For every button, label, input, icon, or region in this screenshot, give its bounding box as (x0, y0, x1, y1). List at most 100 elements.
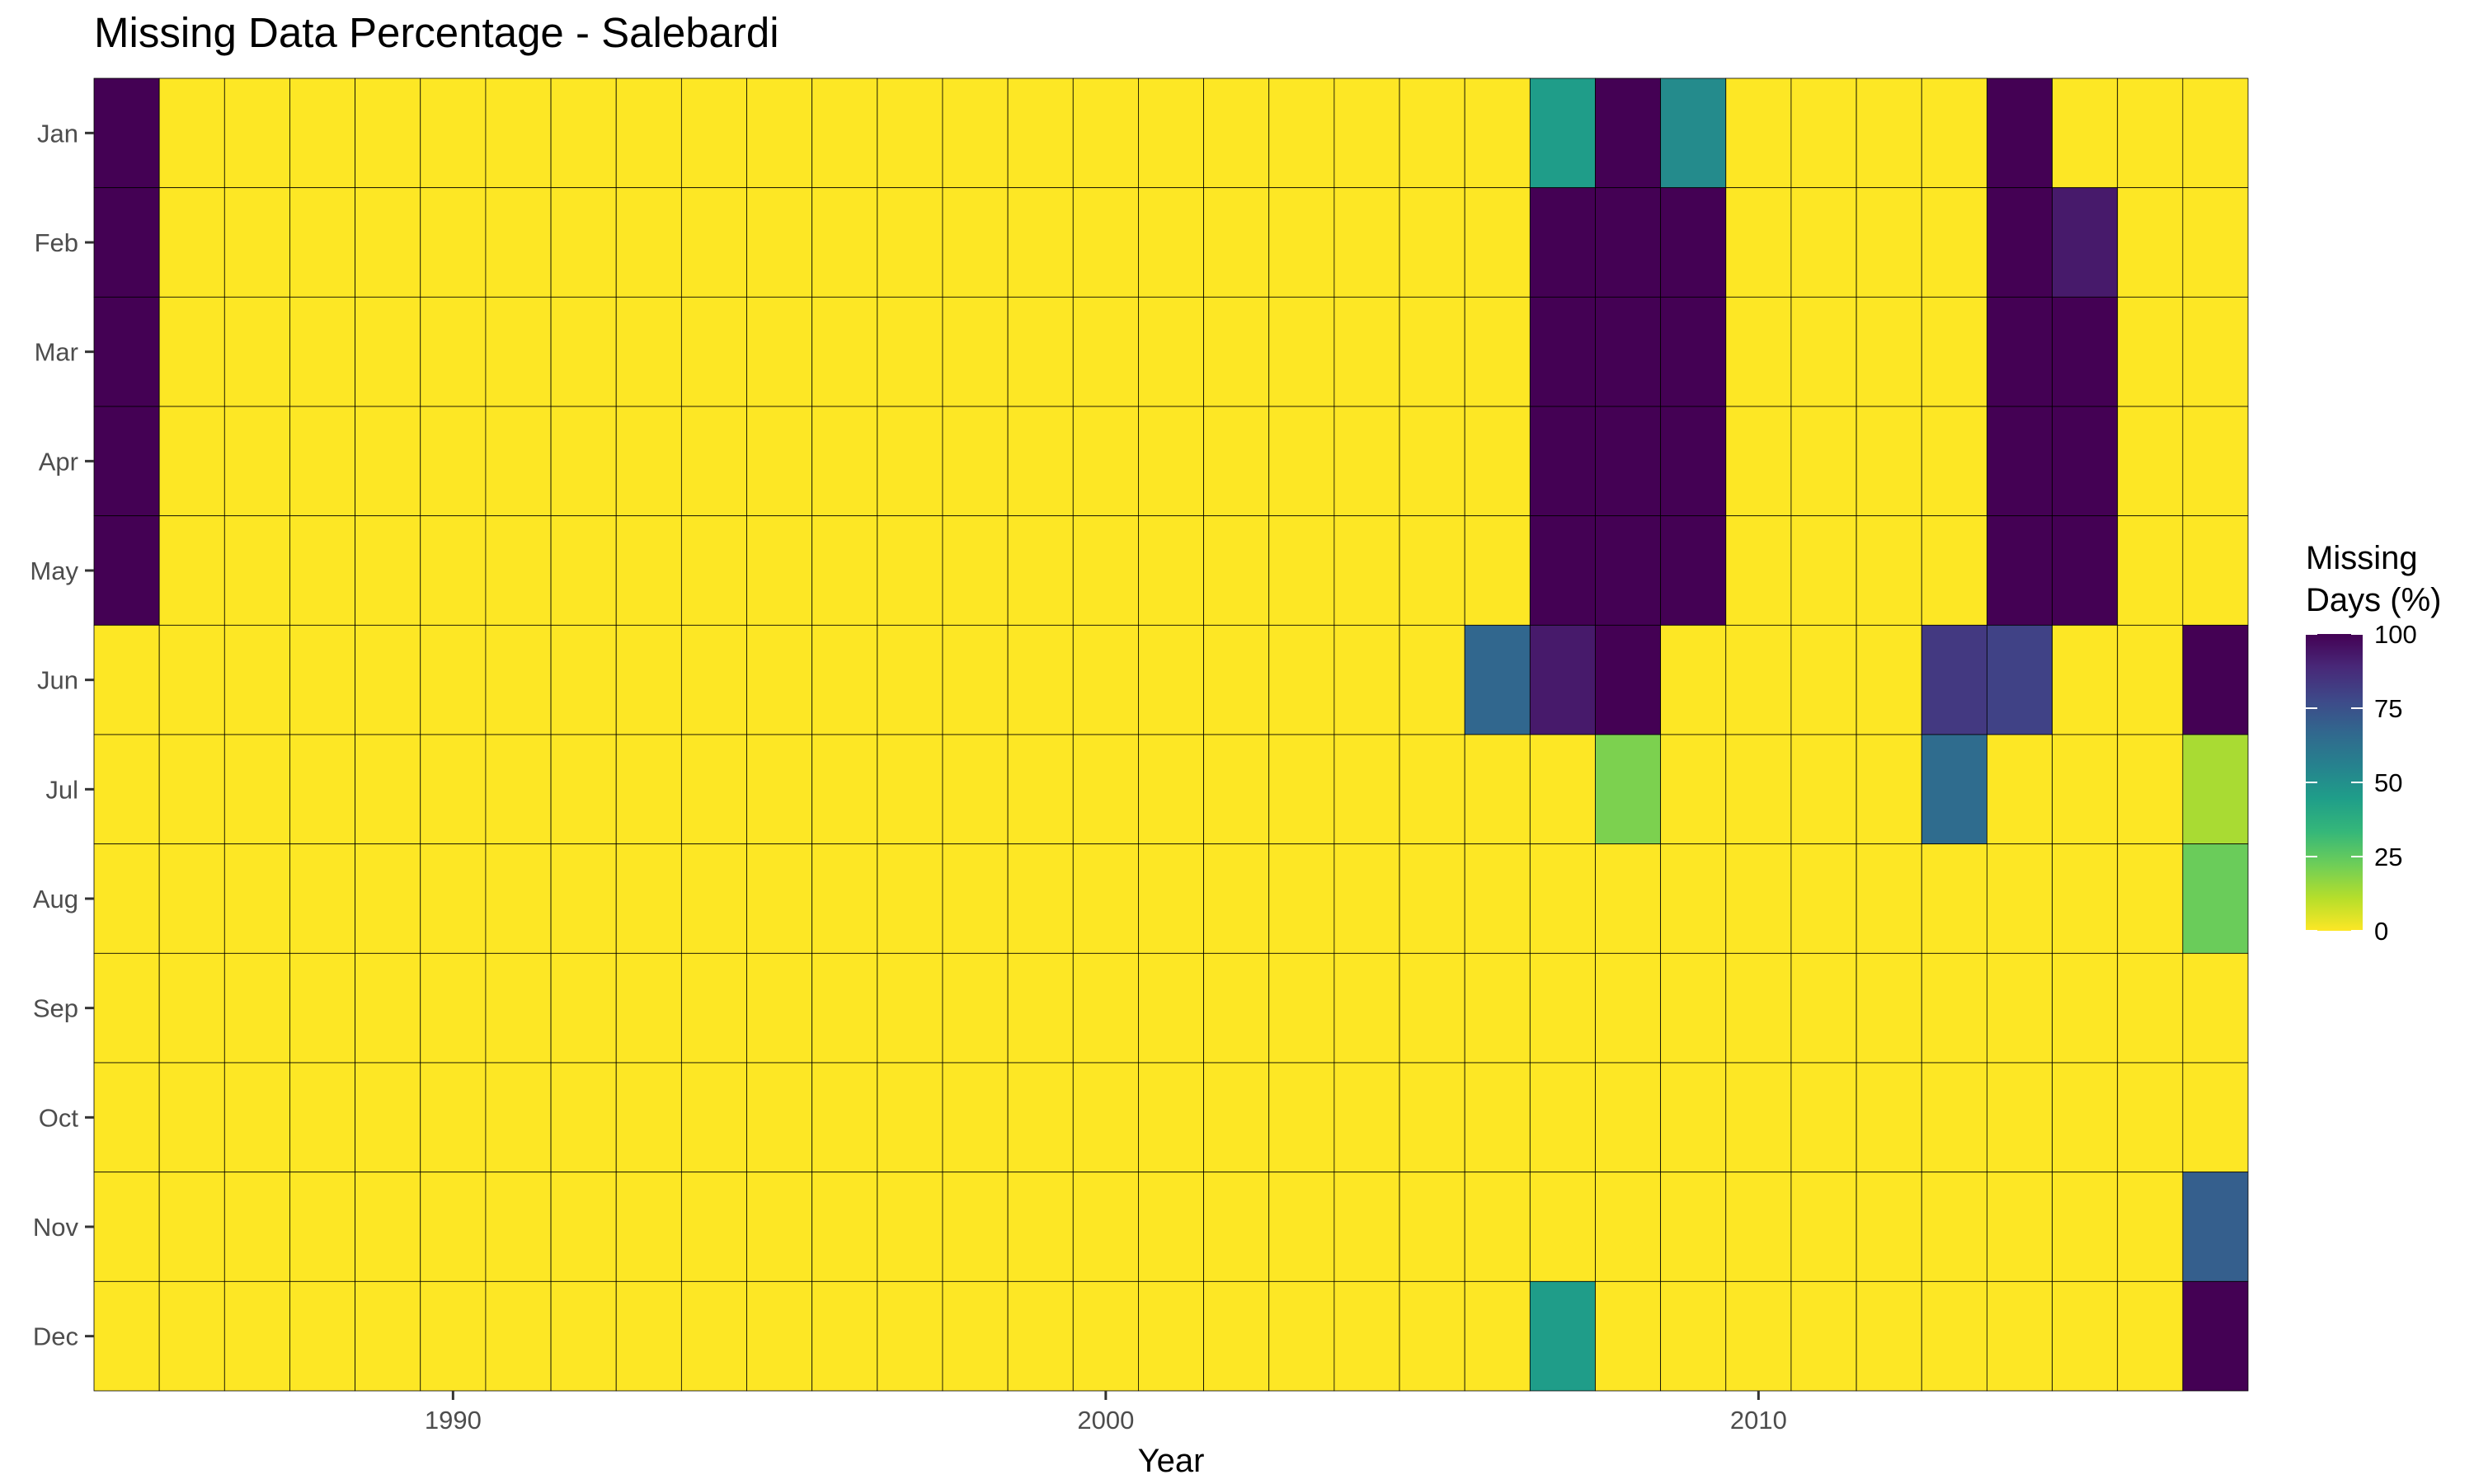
heatmap-cell (223, 843, 290, 954)
heatmap-cell (1986, 734, 2053, 845)
heatmap-cell (158, 515, 225, 626)
colorbar-legend: Missing Days (%) 0 25 50 75 100 (2306, 540, 2441, 946)
heatmap-cell (93, 406, 160, 517)
heatmap-cell (811, 843, 878, 954)
heatmap-cell (811, 187, 878, 298)
heatmap-cell (1268, 187, 1335, 298)
heatmap-cell (289, 77, 356, 189)
heatmap-cell (1399, 187, 1465, 298)
heatmap-cell (2052, 1172, 2119, 1282)
heatmap-cell (942, 624, 1009, 735)
heatmap-cell (1203, 624, 1270, 735)
heatmap-cell (2052, 843, 2119, 954)
heatmap-cell (877, 406, 943, 517)
heatmap-cell (1464, 515, 1531, 626)
heatmap-cell (680, 187, 747, 298)
heatmap-cell (223, 952, 290, 1064)
heatmap-cell (1529, 515, 1596, 626)
heatmap-cell (942, 406, 1009, 517)
heatmap-cell (550, 1280, 617, 1392)
heatmap-cell (1725, 1062, 1792, 1173)
heatmap-cell (1072, 406, 1139, 517)
legend-title: Days (%) (2306, 582, 2441, 618)
heatmap-cell (420, 1172, 487, 1282)
heatmap-cell (2117, 734, 2184, 845)
heatmap-cell (1007, 624, 1074, 735)
heatmap-cell (550, 515, 617, 626)
heatmap-cell (1725, 734, 1792, 845)
heatmap-cell (877, 187, 943, 298)
heatmap-cell (1595, 952, 1662, 1064)
heatmap-cell (2052, 406, 2119, 517)
heatmap-cell (1399, 624, 1465, 735)
heatmap-cell (2182, 296, 2249, 407)
heatmap-cell (746, 406, 813, 517)
heatmap-cell (1529, 1280, 1596, 1392)
heatmap-cell (1660, 952, 1727, 1064)
heatmap-cell (1986, 515, 2053, 626)
heatmap-cell (1921, 296, 1987, 407)
heatmap-cell (877, 1172, 943, 1282)
heatmap-cell (93, 515, 160, 626)
heatmap-cell (1921, 843, 1987, 954)
colorbar-tick-label: 50 (2374, 768, 2402, 797)
heatmap-cell (1986, 624, 2053, 735)
heatmap-cell (877, 296, 943, 407)
heatmap-cell (746, 843, 813, 954)
heatmap-cell (1660, 515, 1727, 626)
heatmap-cell (223, 406, 290, 517)
heatmap-cell (1007, 1172, 1074, 1282)
heatmap-cell (1138, 515, 1204, 626)
heatmap-cell (289, 843, 356, 954)
heatmap-cell (811, 296, 878, 407)
y-tick-label: May (30, 556, 78, 585)
heatmap-cell (1333, 1280, 1400, 1392)
y-tick-label: Jun (37, 666, 78, 695)
heatmap-cell (289, 624, 356, 735)
heatmap-cell (355, 296, 421, 407)
heatmap-cell (1856, 296, 1922, 407)
heatmap-cell (1203, 1062, 1270, 1173)
y-tick-label: Jan (37, 119, 78, 148)
heatmap-cell (355, 1172, 421, 1282)
heatmap-cell (2182, 1062, 2249, 1173)
heatmap-cell (1790, 406, 1857, 517)
heatmap-cell (93, 296, 160, 407)
heatmap-cell (2117, 1062, 2184, 1173)
heatmap-cell (680, 1062, 747, 1173)
colorbar-tick-label: 100 (2374, 620, 2417, 649)
heatmap-cell (2117, 187, 2184, 298)
heatmap-cell (550, 406, 617, 517)
heatmap-cell (289, 734, 356, 845)
heatmap-cell (158, 77, 225, 189)
heatmap-cell (1660, 296, 1727, 407)
heatmap-cell (1790, 1172, 1857, 1282)
heatmap-cell (2052, 624, 2119, 735)
heatmap-cell (1072, 734, 1139, 845)
heatmap-cell (93, 952, 160, 1064)
heatmap-cell (1138, 1172, 1204, 1282)
heatmap-cell (1333, 1172, 1400, 1282)
heatmap-cell (289, 952, 356, 1064)
heatmap-cell (942, 1172, 1009, 1282)
heatmap-cell (1464, 952, 1531, 1064)
heatmap-cell (1660, 77, 1727, 189)
heatmap-cell (485, 734, 552, 845)
y-tick-label: Mar (35, 338, 78, 367)
heatmap-cell (1921, 515, 1987, 626)
heatmap-cell (485, 77, 552, 189)
heatmap-cell (811, 1062, 878, 1173)
heatmap-cell (2052, 1062, 2119, 1173)
heatmap-cell (1529, 406, 1596, 517)
heatmap-cell (1138, 734, 1204, 845)
heatmap-cell (1399, 734, 1465, 845)
heatmap-cell (550, 624, 617, 735)
heatmap-cell (355, 624, 421, 735)
heatmap-cell (942, 77, 1009, 189)
heatmap-cell (877, 734, 943, 845)
heatmap-cell (420, 406, 487, 517)
heatmap-cell (942, 1062, 1009, 1173)
heatmap-cell (877, 952, 943, 1064)
heatmap-cell (942, 843, 1009, 954)
